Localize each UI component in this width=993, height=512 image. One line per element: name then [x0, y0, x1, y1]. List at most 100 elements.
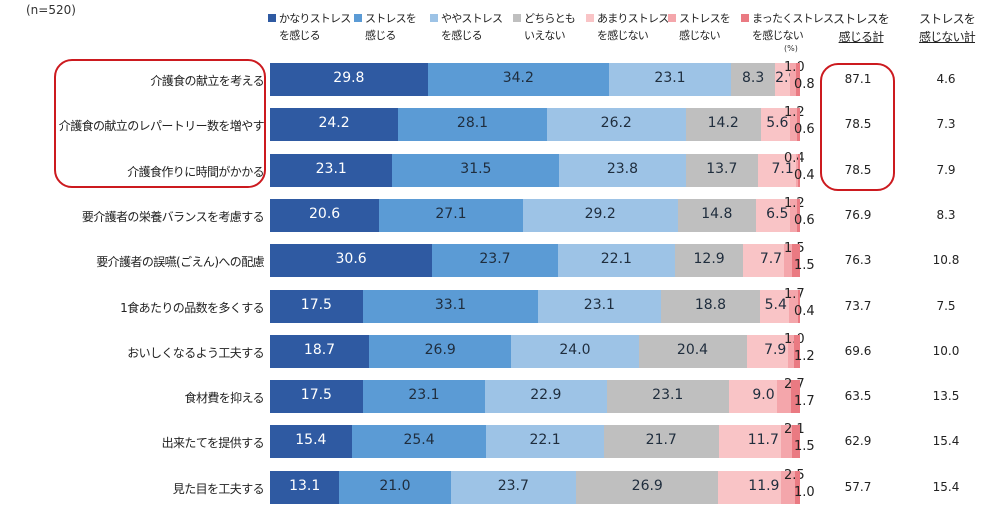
highlight-box-totals: [820, 63, 895, 191]
data-label: 30.6: [335, 251, 367, 268]
bar-segment: [728, 380, 778, 414]
data-label: 11.9: [748, 477, 780, 494]
column-header-feel-line2: 感じる計: [838, 30, 885, 44]
bar-segment: [485, 380, 608, 414]
bar-segment: [339, 470, 452, 504]
bar-segment: [780, 425, 793, 459]
bar-segment: [486, 425, 605, 459]
legend-swatch: [513, 14, 521, 22]
data-label: 33.1: [434, 296, 467, 313]
legend-label-line1: どちらとも: [524, 12, 576, 25]
bar-segment: [559, 153, 686, 187]
column-header-not-feel-line2: 感じない計: [918, 30, 976, 44]
legend-swatch: [668, 14, 676, 22]
bar-segment: [793, 334, 801, 368]
data-label: 6.5: [766, 205, 789, 222]
column-header-feel-line1: ストレスを: [832, 12, 890, 26]
bar-segment: [776, 380, 792, 414]
total-not-feel-value: 10.0: [932, 343, 960, 358]
data-label: 23.1: [315, 160, 347, 177]
bar-segment: [603, 425, 720, 459]
data-label: 13.7: [706, 160, 738, 177]
data-label: 5.6: [766, 115, 789, 132]
total-not-feel-value: 7.9: [936, 162, 956, 177]
bar-segment: [788, 289, 799, 323]
data-label: 22.9: [530, 387, 562, 404]
legend-label-line1: ややストレス: [441, 12, 503, 25]
legend-label-line1: かなりストレス: [279, 12, 351, 25]
column-header-not-feel-line1: ストレスを: [918, 12, 976, 26]
bar-segment: [546, 108, 687, 142]
bar-segment: [781, 470, 796, 504]
legend-item-5: あまりストレス を感じない: [586, 10, 669, 44]
data-label: 7.1: [771, 160, 794, 177]
total-not-feel-value: 7.3: [936, 117, 956, 132]
legend-swatch: [354, 14, 362, 22]
total-not-feel-value: 10.8: [932, 253, 960, 268]
data-label: 8.3: [741, 70, 765, 86]
bar-segment: [432, 244, 559, 278]
data-label: 22.1: [529, 432, 561, 449]
legend-item-7: まったくストレス を感じない: [741, 10, 834, 44]
data-label: 1.5: [794, 439, 815, 455]
data-label: 20.6: [309, 205, 341, 222]
bar-segment: [743, 244, 785, 278]
data-label: 1.0: [794, 484, 815, 500]
legend-label-line2: を感じる: [441, 29, 483, 42]
unit-label: (%): [784, 44, 798, 53]
legend-swatch: [586, 14, 594, 22]
category-label: 要介護者の栄養バランスを考慮する: [81, 209, 265, 224]
bar-segment: [756, 198, 791, 232]
category-label: 出来たてを提供する: [161, 436, 265, 451]
data-label: 0.6: [794, 122, 815, 138]
total-not-feel-value: 13.5: [932, 389, 960, 404]
legend-item-1: かなりストレス を感じる: [268, 10, 351, 44]
data-label: 1.7: [784, 286, 805, 302]
highlight-box-labels: [54, 59, 266, 188]
data-label: 1.0: [784, 60, 805, 75]
data-label: 21.7: [645, 432, 677, 449]
bar-segment: [797, 153, 801, 187]
data-label: 27.1: [435, 205, 467, 222]
data-label: 7.9: [764, 341, 787, 358]
legend-item-2: ストレスを 感じる: [354, 10, 417, 44]
data-label: 12.9: [693, 251, 725, 268]
legend-label-line1: ストレスを: [365, 12, 417, 25]
data-label: 18.8: [694, 296, 726, 313]
sample-size-label: (n=520): [26, 3, 76, 17]
bar-segment: [784, 244, 793, 278]
bar-segment: [427, 63, 610, 96]
bar-segment: [270, 425, 353, 459]
data-label: 34.2: [502, 70, 534, 86]
bar-segment: [795, 153, 799, 187]
bar-segment: [398, 108, 548, 142]
bar-segment: [557, 244, 676, 278]
category-label: 介護食の献立を考える: [150, 74, 264, 88]
legend-item-6: ストレスを 感じない: [668, 10, 731, 44]
bar-segment: [270, 244, 433, 278]
data-label: 1.2: [794, 348, 815, 364]
bar-segment: [270, 380, 364, 414]
bar-segment: [790, 108, 798, 142]
category-label: 見た目を工夫する: [172, 481, 265, 496]
data-label: 23.1: [654, 70, 686, 86]
data-label: 26.9: [631, 477, 663, 494]
bar-segment: [576, 470, 719, 504]
bar-segment: [718, 470, 782, 504]
bar-segment: [760, 108, 791, 142]
bar-segment: [392, 153, 560, 187]
total-feel-value: 78.5: [844, 162, 872, 177]
legend-swatch: [268, 14, 276, 22]
data-label: 31.5: [460, 160, 492, 177]
data-label: 23.8: [606, 160, 639, 177]
total-not-feel-value: 8.3: [936, 207, 956, 222]
category-label: 1食あたりの品数を多くする: [120, 300, 264, 315]
category-label: 要介護者の誤嚥(ごえん)への配慮: [96, 255, 264, 270]
data-label: 17.5: [300, 387, 332, 404]
data-label: 0.4: [794, 303, 815, 319]
total-feel-value: 57.7: [844, 479, 872, 494]
legend-label-line2: を感じない: [752, 29, 804, 42]
data-label: 23.1: [583, 296, 615, 313]
bar-segment: [351, 425, 487, 459]
category-label: おいしくなるよう工夫する: [127, 345, 264, 360]
